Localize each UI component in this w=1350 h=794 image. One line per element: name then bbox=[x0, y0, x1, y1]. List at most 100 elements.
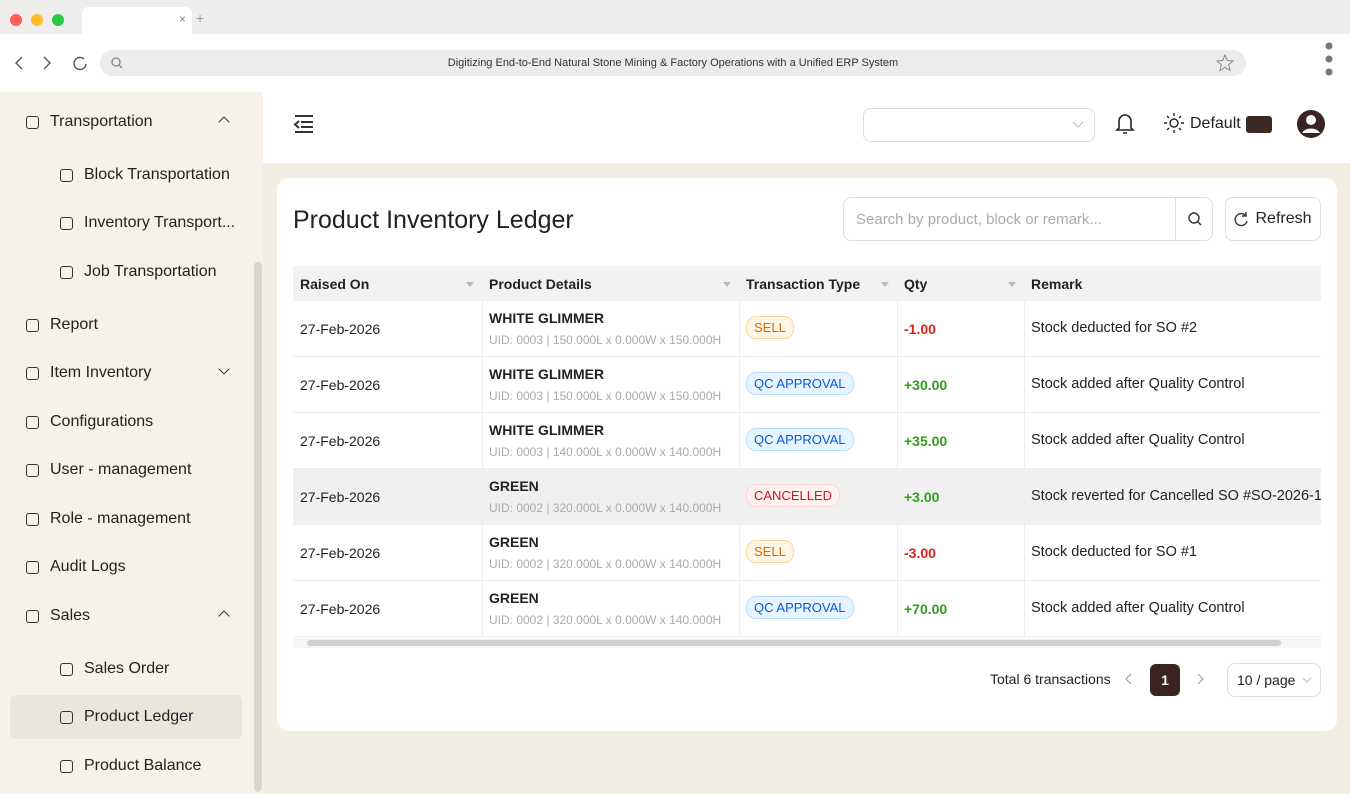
sidebar-label: Job Transportation bbox=[84, 263, 217, 280]
table-scrollbar[interactable] bbox=[293, 638, 1321, 648]
sidebar-item[interactable]: Sales Order bbox=[10, 647, 242, 691]
sidebar-caret bbox=[218, 363, 230, 375]
sidebar-item[interactable]: Role - management bbox=[10, 497, 242, 541]
table-row[interactable] bbox=[293, 525, 1321, 581]
cell-divider bbox=[739, 581, 740, 637]
product-uid: UID: 0003 | 150.000L x 0.000W x 150.000H bbox=[489, 333, 722, 347]
raised-on: 27-Feb-2026 bbox=[300, 601, 381, 617]
ledger-table: Raised On Product Details Transaction Type… bbox=[293, 266, 1321, 638]
qty: -1.00 bbox=[904, 321, 936, 337]
sidebar-label: Configurations bbox=[50, 413, 154, 430]
max-dot[interactable] bbox=[52, 14, 64, 26]
raised-on: 27-Feb-2026 bbox=[300, 377, 381, 393]
qty: +70.00 bbox=[904, 601, 948, 617]
transaction-tag: QC APPROVAL bbox=[746, 428, 854, 451]
sidebar-item[interactable]: Sales bbox=[10, 594, 242, 638]
cell-divider bbox=[897, 469, 898, 525]
sidebar-caret bbox=[218, 116, 230, 128]
notification-bell[interactable] bbox=[1115, 112, 1135, 136]
table-row[interactable] bbox=[293, 581, 1321, 637]
sidebar-item[interactable]: Block Transportation bbox=[10, 153, 242, 197]
sidebar-scrollbar[interactable] bbox=[254, 262, 262, 792]
transaction-tag: SELL bbox=[746, 316, 794, 339]
refresh-button[interactable]: Refresh bbox=[1225, 197, 1321, 241]
sidebar-icon bbox=[26, 318, 39, 332]
cell-divider bbox=[1024, 413, 1025, 469]
sidebar-item[interactable]: Inventory Transport... bbox=[10, 201, 242, 245]
cell-divider bbox=[739, 301, 740, 357]
cell-divider bbox=[1024, 525, 1025, 581]
qty: +3.00 bbox=[904, 489, 940, 505]
qty: +35.00 bbox=[904, 433, 948, 449]
sidebar-icon bbox=[26, 463, 39, 477]
theme-icon[interactable] bbox=[1164, 113, 1184, 133]
sidebar-item[interactable]: Job Transportation bbox=[10, 250, 242, 294]
theme-badge[interactable] bbox=[1246, 116, 1272, 133]
sidebar-label: Sales Order bbox=[84, 660, 170, 677]
column-sort[interactable] bbox=[1008, 282, 1016, 287]
table-row[interactable] bbox=[293, 357, 1321, 413]
table-row[interactable] bbox=[293, 413, 1321, 469]
column-sort[interactable] bbox=[466, 282, 474, 287]
sidebar-icon bbox=[26, 415, 39, 429]
transaction-tag: SELL bbox=[746, 540, 794, 563]
cell-divider bbox=[897, 581, 898, 637]
product-uid: UID: 0003 | 150.000L x 0.000W x 150.000H bbox=[489, 389, 722, 403]
nav-buttons[interactable] bbox=[14, 54, 94, 72]
remark: Stock added after Quality Control bbox=[1031, 600, 1245, 616]
sidebar-item[interactable]: Configurations bbox=[10, 400, 242, 444]
product-name: GREEN bbox=[489, 590, 539, 606]
sidebar-icon bbox=[60, 216, 73, 230]
cell-divider bbox=[1024, 301, 1025, 357]
search-box[interactable]: Search by product, block or remark... bbox=[843, 197, 1213, 241]
avatar[interactable] bbox=[1296, 109, 1326, 139]
column-header: Qty bbox=[904, 276, 928, 292]
sidebar-item[interactable]: Report bbox=[10, 303, 242, 347]
pagination-total: Total 6 transactions bbox=[990, 671, 1111, 687]
sidebar-icon bbox=[60, 265, 73, 279]
sidebar-item[interactable]: Audit Logs bbox=[10, 545, 242, 589]
raised-on: 27-Feb-2026 bbox=[300, 321, 381, 337]
sidebar-item[interactable]: Product Balance bbox=[10, 744, 242, 788]
next-page[interactable] bbox=[1195, 672, 1205, 686]
sidebar-icon bbox=[26, 366, 39, 380]
tab[interactable]: × bbox=[82, 7, 192, 34]
sidebar-icon bbox=[60, 168, 73, 182]
sidebar-item[interactable]: User - management bbox=[10, 448, 242, 492]
cell-divider bbox=[482, 525, 483, 581]
sidebar-icon bbox=[26, 609, 39, 623]
sidebar-label: Product Balance bbox=[84, 757, 202, 774]
page-size-select[interactable]: 10 / page bbox=[1227, 663, 1321, 697]
product-uid: UID: 0003 | 140.000L x 0.000W x 140.000H bbox=[489, 445, 722, 459]
sidebar-icon bbox=[60, 662, 73, 676]
theme-label[interactable]: Default bbox=[1190, 115, 1241, 132]
sidebar-label: Sales bbox=[50, 607, 91, 624]
sidebar-item[interactable]: Transportation bbox=[10, 100, 242, 144]
sidebar-icon bbox=[60, 710, 73, 724]
sidebar-item[interactable]: Product Ledger bbox=[10, 695, 242, 739]
product-name: WHITE GLIMMER bbox=[489, 366, 605, 382]
sidebar-label: Transportation bbox=[50, 113, 153, 130]
min-dot[interactable] bbox=[31, 14, 43, 26]
cell-divider bbox=[1024, 581, 1025, 637]
remark: Stock reverted for Cancelled SO #SO-2026… bbox=[1031, 488, 1321, 504]
cell-divider bbox=[739, 413, 740, 469]
column-sort[interactable] bbox=[881, 282, 889, 287]
column-header: Remark bbox=[1031, 276, 1083, 292]
product-uid: UID: 0002 | 320.000L x 0.000W x 140.000H bbox=[489, 501, 722, 515]
page-size-label: 10 / page bbox=[1237, 672, 1296, 688]
table-row[interactable] bbox=[293, 301, 1321, 357]
table-header-bg bbox=[293, 266, 1321, 301]
menu-toggle[interactable] bbox=[293, 114, 315, 134]
column-sort[interactable] bbox=[723, 282, 731, 287]
sidebar-item[interactable]: Item Inventory bbox=[10, 351, 242, 395]
menu-kebab[interactable] bbox=[1322, 42, 1336, 78]
address-bar[interactable]: Digitizing End-to-End Natural Stone Mini… bbox=[100, 50, 1246, 76]
close-dot[interactable] bbox=[10, 14, 22, 26]
company-select[interactable] bbox=[863, 108, 1095, 142]
prev-page[interactable] bbox=[1124, 672, 1134, 686]
cell-divider bbox=[739, 357, 740, 413]
page-current[interactable]: 1 bbox=[1150, 664, 1180, 696]
column-header: Transaction Type bbox=[746, 276, 861, 292]
